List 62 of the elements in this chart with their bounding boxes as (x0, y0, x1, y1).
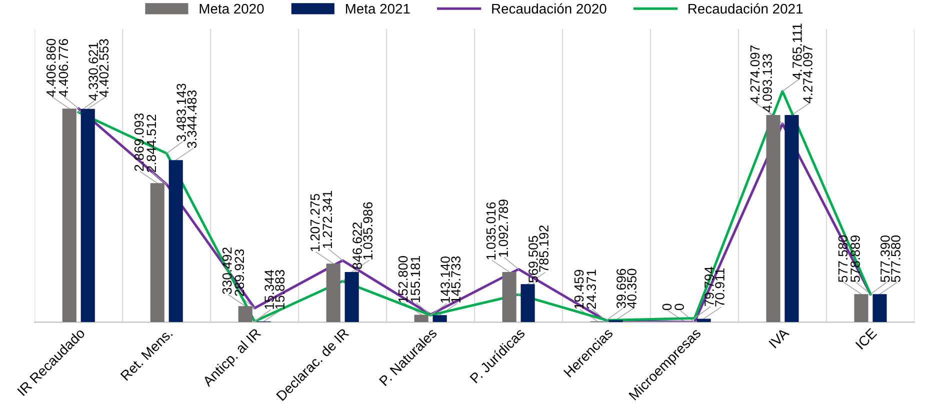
data-label: 577.580 (891, 235, 900, 282)
data-label: 1.092.789 (498, 200, 508, 257)
bar (520, 284, 535, 322)
bar (62, 108, 76, 322)
bar (326, 264, 340, 322)
data-label: 330.492 (222, 248, 232, 294)
bar (502, 272, 516, 322)
data-label: 4.406.776 (58, 38, 68, 97)
data-label: 577.580 (838, 235, 848, 282)
data-label: 4.406.860 (46, 38, 56, 97)
bar (766, 115, 780, 322)
data-label: 152.800 (398, 256, 408, 302)
x-tick-label: IVA (768, 327, 790, 348)
data-label: 143.140 (440, 256, 450, 303)
data-label: 39.696 (616, 268, 626, 308)
data-label: 4.765.111 (792, 24, 802, 80)
bar (414, 314, 428, 322)
data-label: 79.794 (704, 266, 714, 306)
data-label: 0 (674, 304, 684, 310)
legend-label: Meta 2020 (200, 4, 264, 14)
data-label: 15.883 (275, 270, 285, 309)
data-label: 0 (662, 304, 672, 310)
data-label: 19.459 (574, 270, 584, 309)
bar (344, 272, 359, 322)
data-label: 24.371 (586, 270, 596, 309)
bar (854, 294, 868, 322)
data-label: 145.733 (451, 256, 460, 303)
data-label: 1.272.341 (322, 190, 332, 248)
data-label: 4.274.097 (803, 45, 812, 104)
data-label: 3.344.483 (187, 90, 197, 148)
data-label: 40.350 (627, 268, 636, 308)
bar (696, 318, 711, 322)
bar (238, 306, 252, 322)
data-label: 4.402.553 (99, 39, 109, 97)
data-label: 155.181 (410, 256, 420, 302)
data-label: 2.844.512 (146, 114, 156, 172)
legend-label: Meta 2021 (346, 4, 410, 14)
data-label: 15.344 (264, 270, 274, 309)
data-label: 1.035.016 (486, 202, 496, 260)
bar (168, 160, 183, 322)
data-label: 846.622 (352, 222, 362, 269)
data-label: 569.505 (528, 236, 538, 282)
legend-label: Recaudación 2020 (492, 3, 606, 14)
legend-label: Recaudación 2021 (688, 3, 803, 14)
x-tick-label: ICE (855, 328, 878, 350)
data-label: 1.207.275 (310, 194, 320, 252)
data-label: 785.192 (539, 226, 548, 272)
data-label: 1.035.986 (363, 202, 373, 260)
bar (784, 115, 799, 322)
data-label: 3.483.143 (176, 84, 186, 142)
data-label: 578.889 (850, 235, 860, 282)
data-label: 2.869.093 (134, 113, 144, 171)
data-label: 4.093.133 (762, 54, 772, 112)
data-label: 289.923 (234, 249, 244, 296)
data-label: 70.911 (715, 268, 724, 306)
data-label: 577.390 (880, 235, 890, 282)
bar (150, 183, 164, 322)
data-label: 4.330.621 (88, 42, 98, 100)
bar (872, 294, 887, 322)
bar (432, 315, 447, 322)
bar (80, 108, 95, 322)
data-label: 4.274.097 (750, 45, 760, 104)
